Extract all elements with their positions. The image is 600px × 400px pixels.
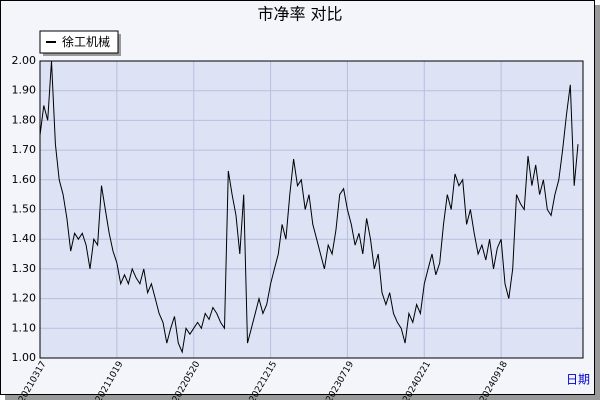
x-axis-label: 日期 — [566, 373, 590, 387]
y-tick-label: 1.70 — [12, 143, 37, 156]
y-tick-label: 1.80 — [12, 113, 37, 126]
legend-label: 徐工机械 — [62, 34, 110, 49]
shadow — [5, 395, 600, 400]
y-tick-label: 1.50 — [12, 203, 37, 216]
plot-border — [39, 60, 584, 359]
shadow — [595, 5, 600, 400]
y-tick-label: 2.00 — [12, 54, 37, 67]
y-tick-label: 1.00 — [12, 351, 37, 364]
data-line — [39, 60, 579, 354]
legend — [39, 30, 119, 54]
chart-title: 市净率 对比 — [257, 5, 342, 24]
y-tick-label: 1.60 — [12, 173, 37, 186]
y-tick-label: 1.30 — [12, 262, 37, 275]
y-tick-label: 1.90 — [12, 84, 37, 97]
y-tick-label: 1.10 — [12, 321, 37, 334]
y-tick-label: 1.20 — [12, 292, 37, 305]
y-tick-label: 1.40 — [12, 232, 37, 245]
